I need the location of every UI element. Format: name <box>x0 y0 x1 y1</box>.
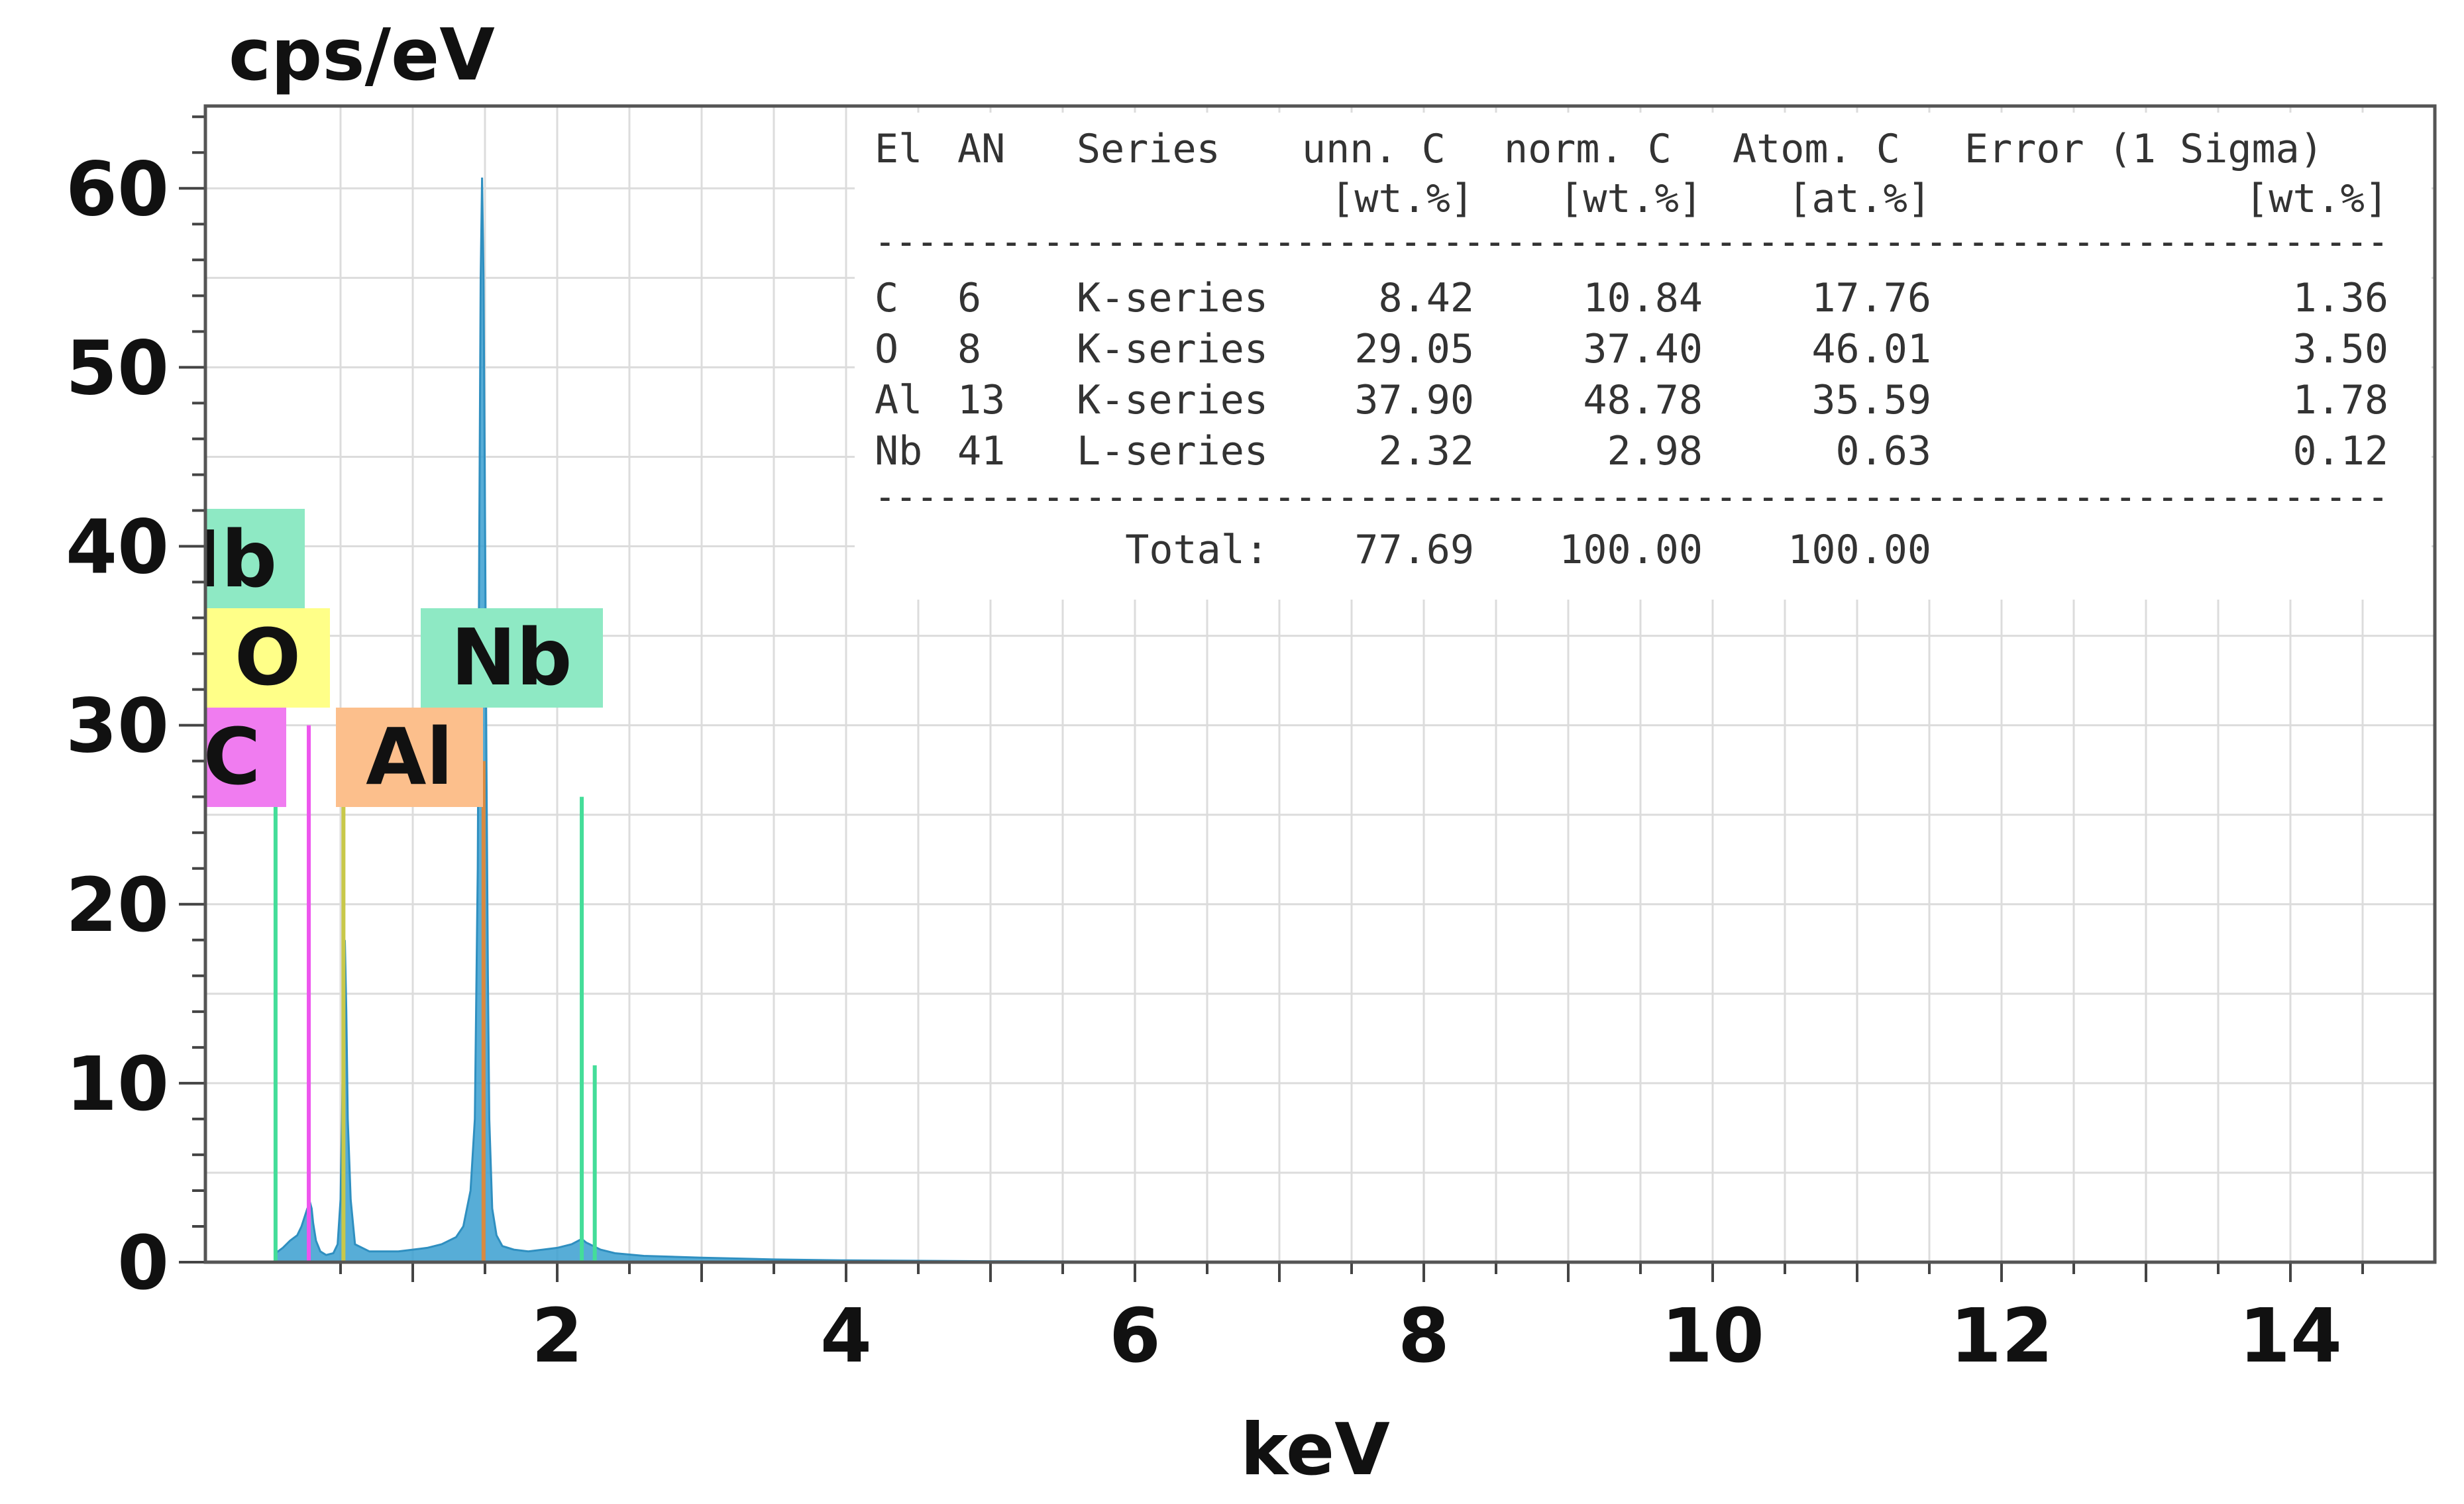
y-tick-label: 30 <box>66 684 169 770</box>
table-cell: 29.05 <box>1354 326 1474 372</box>
table-cell: 1.78 <box>2293 377 2389 423</box>
x-tick-label: 2 <box>531 1293 583 1379</box>
y-axis-label: cps/eV <box>229 14 495 97</box>
y-tick-label: 0 <box>117 1220 169 1307</box>
x-tick-label: 6 <box>1109 1293 1161 1379</box>
table-cell: 0.63 <box>1836 428 1932 474</box>
table-header-cell: norm. C <box>1504 126 1672 172</box>
spectrum-layer <box>274 177 2422 1263</box>
y-tick-label: 60 <box>66 146 169 233</box>
table-cell: 3.50 <box>2293 326 2389 372</box>
table-cell: 46.01 <box>1811 326 1931 372</box>
x-tick-label: 14 <box>2239 1293 2342 1379</box>
table-cell: 2.32 <box>1379 428 1475 474</box>
peak-label-al: Al <box>366 711 453 802</box>
table-cell: 17.76 <box>1811 275 1931 321</box>
table-cell: 0.12 <box>2293 428 2389 474</box>
table-separator: ----------------------------------------… <box>875 219 2388 265</box>
table-cell: C <box>875 275 898 321</box>
table-unit-cell: [wt.%] <box>1330 176 1474 222</box>
table-cell: 37.40 <box>1583 326 1703 372</box>
table-total-cell: 100.00 <box>1559 527 1703 573</box>
peak-label-box <box>336 708 483 807</box>
table-total-cell: Total: <box>1125 527 1269 573</box>
table-total-cell: 77.69 <box>1354 527 1474 573</box>
x-tick-label: 8 <box>1398 1293 1450 1379</box>
table-cell: Al <box>875 377 922 423</box>
table-cell: L-series <box>1077 428 1268 474</box>
element-lines-layer <box>273 725 597 1262</box>
table-header-cell: Atom. C <box>1733 126 1900 172</box>
table-separator: ----------------------------------------… <box>875 474 2388 520</box>
peak-label-box <box>205 608 330 708</box>
table-cell: 1.36 <box>2293 275 2389 321</box>
table-cell: 8 <box>957 326 981 372</box>
table-cell: 13 <box>957 377 1005 423</box>
table-total-cell: 100.00 <box>1788 527 1931 573</box>
results-table-bg <box>855 113 2432 600</box>
table-header-cell: Series <box>1077 126 1220 172</box>
table-cell: 10.84 <box>1583 275 1703 321</box>
peak-label-nb: Nb <box>451 612 572 703</box>
peak-label-box <box>205 509 305 608</box>
table-cell: K-series <box>1077 377 1268 423</box>
table-cell: 2.98 <box>1607 428 1703 474</box>
table-cell: K-series <box>1077 326 1268 372</box>
table-unit-cell: [at.%] <box>1788 176 1931 222</box>
peak-label-c: C <box>203 711 261 802</box>
table-cell: 8.42 <box>1379 275 1475 321</box>
peak-label-box <box>421 608 603 708</box>
peak-label-box <box>205 708 286 807</box>
table-header-cell: El <box>875 126 922 172</box>
table-unit-cell: [wt.%] <box>2245 176 2388 222</box>
x-axis-label: keV <box>1240 1409 1390 1491</box>
table-header-cell: Error (1 Sigma) <box>1964 126 2324 172</box>
table-cell: O <box>875 326 898 372</box>
table-unit-cell: [wt.%] <box>1559 176 1703 222</box>
axis-ticks <box>179 115 2364 1282</box>
table-header-cell: AN <box>957 126 1005 172</box>
peak-label-nb: Nb <box>156 513 277 605</box>
table-cell: K-series <box>1077 275 1268 321</box>
plot-frame <box>203 104 2437 1264</box>
peak-labels: NbO NbC Al <box>156 509 603 807</box>
spectrum-area <box>274 177 2422 1263</box>
table-header-cell: unn. C <box>1302 126 1446 172</box>
results-table: El AN Series unn. C norm. C Atom. C Error (1 S… <box>875 126 2388 573</box>
table-cell: 37.90 <box>1354 377 1474 423</box>
y-tick-label: 10 <box>66 1042 169 1128</box>
y-tick-label: 40 <box>66 505 169 591</box>
x-tick-label: 12 <box>1950 1293 2053 1379</box>
tick-labels: 0 10 20 30 40 50 60 2 4 6 8 10 12 14 <box>66 146 2342 1379</box>
table-cell: 35.59 <box>1811 377 1931 423</box>
peak-label-o: O <box>235 612 301 703</box>
table-cell: 48.78 <box>1583 377 1703 423</box>
table-cell: 6 <box>957 275 981 321</box>
table-cell: Nb <box>875 428 922 474</box>
y-tick-label: 50 <box>66 325 169 411</box>
y-tick-label: 20 <box>66 863 169 949</box>
x-tick-label: 10 <box>1661 1293 1764 1379</box>
table-cell: 41 <box>957 428 1005 474</box>
x-tick-label: 4 <box>820 1293 872 1379</box>
